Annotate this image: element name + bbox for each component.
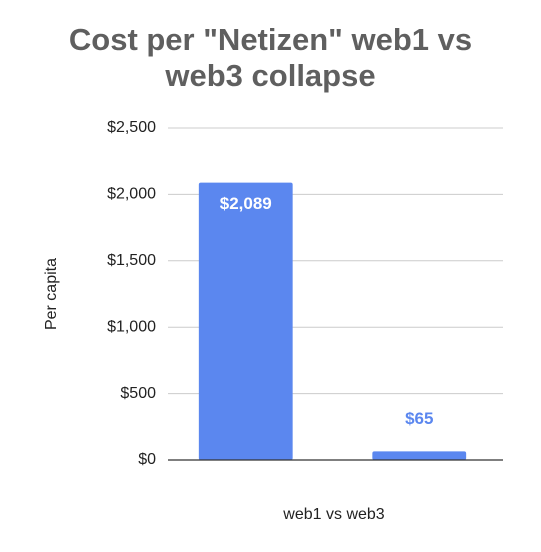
- chart-title: Cost per "Netizen" web1 vs web3 collapse: [68, 22, 473, 93]
- data-label: $2,089: [220, 194, 272, 213]
- y-tick-label: $2,000: [107, 186, 156, 203]
- y-tick-label: $1,500: [107, 252, 156, 269]
- bar: [198, 182, 293, 460]
- x-axis-label: web1 vs web3: [282, 506, 384, 523]
- y-axis-label: Per capita: [43, 258, 60, 330]
- y-tick-label: $2,500: [107, 119, 156, 136]
- data-label: $65: [405, 409, 433, 428]
- y-tick-label: $1,000: [107, 318, 156, 335]
- y-tick-label: $0: [138, 451, 156, 468]
- bar: [372, 451, 467, 460]
- y-tick-label: $500: [120, 385, 156, 402]
